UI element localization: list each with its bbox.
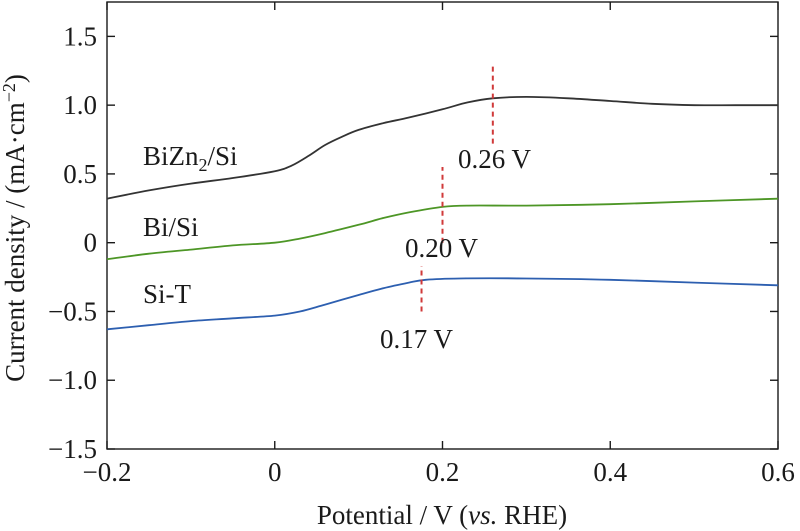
peak-label-bi: 0.20 V xyxy=(405,233,479,263)
x-tick-label-4: 0.6 xyxy=(761,457,795,487)
x-axis-title: Potential / V (vs. RHE) xyxy=(317,500,567,530)
peak-label-bizn2: 0.26 V xyxy=(458,144,532,174)
series-label-bizn2-si: BiZn2/Si xyxy=(143,141,238,175)
peak-label-si-t: 0.17 V xyxy=(380,324,454,354)
x-tick-label-0: −0.2 xyxy=(83,457,132,487)
y-axis-title: Current density / (mA·cm−2) xyxy=(0,74,30,382)
y-tick-label-1: −1.0 xyxy=(48,365,97,395)
x-tick-label-2: 0.2 xyxy=(426,457,460,487)
y-tick-label-4: 0.5 xyxy=(63,159,97,189)
series-label-si-t: Si-T xyxy=(143,279,192,309)
y-tick-label-3: 0 xyxy=(84,228,98,258)
series-label-bi-si: Bi/Si xyxy=(143,212,199,242)
y-tick-label-6: 1.5 xyxy=(63,21,97,51)
x-tick-label-1: 0 xyxy=(268,457,282,487)
axis-ticks: −0.2 0 0.2 0.4 0.6 −1.5 −1.0 −0.5 0 0.5 1.0 1.5 xyxy=(48,2,795,487)
x-tick-label-3: 0.4 xyxy=(593,457,627,487)
plot-frame xyxy=(106,1,779,450)
series-line-bi-si xyxy=(106,197,779,261)
series-line-si-t xyxy=(106,277,779,331)
peak-markers xyxy=(420,66,494,312)
y-tick-label-2: −0.5 xyxy=(48,296,97,326)
y-tick-label-5: 1.0 xyxy=(63,90,97,120)
series-line-bizn2-si xyxy=(106,95,778,200)
y-tick-label-0: −1.5 xyxy=(48,434,97,464)
series-lines xyxy=(106,95,779,331)
